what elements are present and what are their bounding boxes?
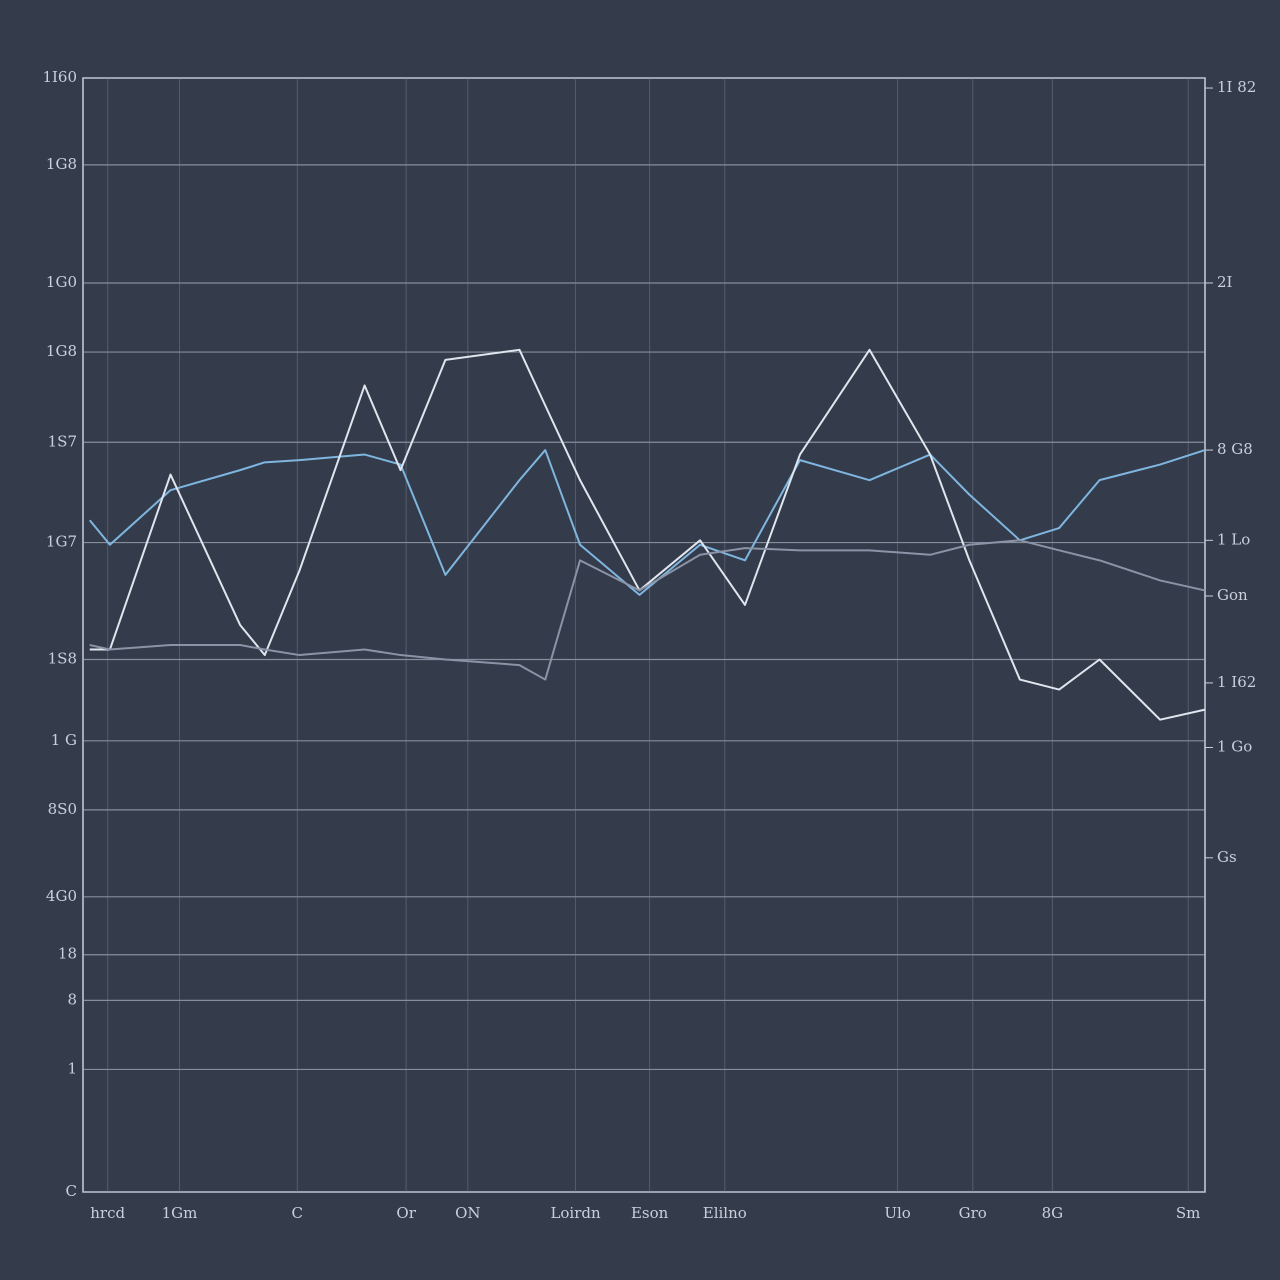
x-tick-label: Gro bbox=[959, 1204, 987, 1222]
x-tick-label: ON bbox=[455, 1204, 480, 1222]
line-series bbox=[89, 348, 1206, 721]
x-tick-label: Or bbox=[396, 1204, 416, 1222]
x-tick-label: Sm bbox=[1176, 1204, 1201, 1222]
y2-tick-label: 1 I62 bbox=[1217, 673, 1256, 691]
y-tick-label: 1G7 bbox=[46, 533, 77, 551]
y2-tick-label: 1I 82 bbox=[1217, 78, 1256, 96]
y-tick-label: 18 bbox=[58, 945, 77, 963]
y-tick-label: 1G0 bbox=[46, 273, 77, 291]
y-tick-label: 4G0 bbox=[46, 887, 77, 905]
y-tick-label: 1I60 bbox=[42, 68, 77, 86]
y2-tick-label: 8 G8 bbox=[1217, 440, 1253, 458]
x-tick-label: 1Gm bbox=[162, 1204, 198, 1222]
plot-frame bbox=[82, 77, 1206, 1193]
x-tick-label: 8G bbox=[1042, 1204, 1064, 1222]
x-tick-label: Eson bbox=[631, 1204, 669, 1222]
y-tick-label: 1S8 bbox=[48, 650, 77, 668]
y-tick-label: 1S7 bbox=[48, 432, 77, 450]
y2-tick-label: 1 Lo bbox=[1217, 530, 1250, 548]
y-tick-label: 1G8 bbox=[46, 155, 77, 173]
line-series bbox=[88, 449, 1206, 596]
y-tick-label: 8 bbox=[67, 990, 77, 1008]
x-tick-label: C bbox=[292, 1204, 303, 1222]
x-tick-label: Ulo bbox=[884, 1204, 910, 1222]
y-tick-label: 8S0 bbox=[48, 800, 77, 818]
y2-tick-label: 2I bbox=[1217, 273, 1233, 291]
y-tick-label: 1G8 bbox=[46, 342, 77, 360]
x-tick-label: Loirdn bbox=[550, 1204, 601, 1222]
x-tick-label: Elilno bbox=[703, 1204, 747, 1222]
y2-tick-label: Gon bbox=[1217, 586, 1248, 604]
y-tick-label: C bbox=[66, 1182, 77, 1200]
y-tick-label: 1 bbox=[67, 1059, 77, 1077]
x-tick-label: hrcd bbox=[90, 1204, 125, 1222]
y2-tick-label: Gs bbox=[1217, 848, 1237, 866]
y-tick-label: 1 G bbox=[51, 731, 77, 749]
line-series bbox=[89, 539, 1206, 681]
y2-tick-label: 1 Go bbox=[1217, 738, 1252, 756]
